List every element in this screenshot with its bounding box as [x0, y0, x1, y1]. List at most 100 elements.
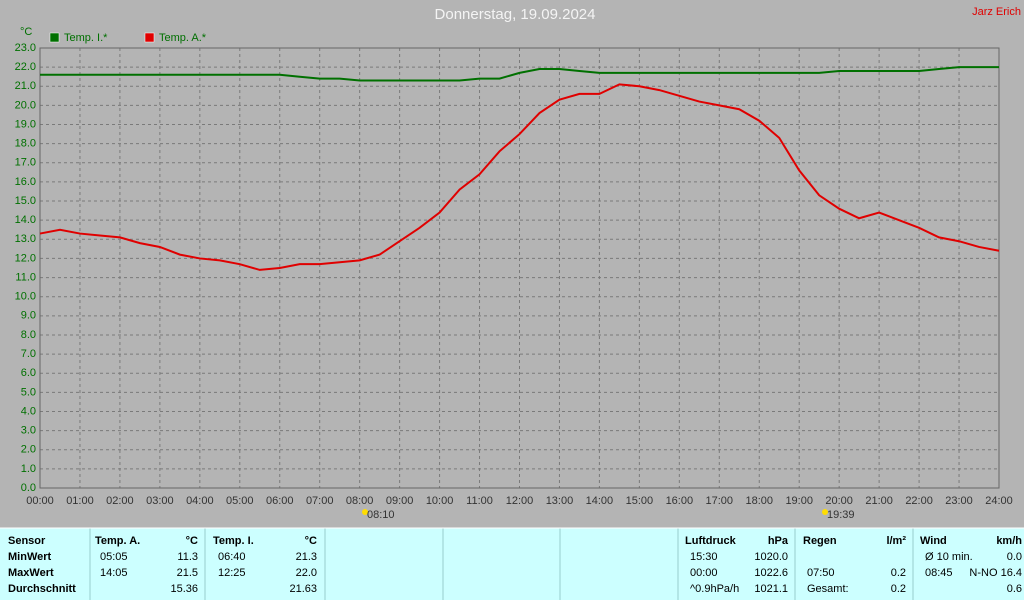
row-label: MaxWert — [8, 567, 54, 579]
y-tick-label: 21.0 — [15, 80, 36, 92]
table-unit: hPa — [768, 535, 789, 547]
table-unit: °C — [186, 535, 198, 547]
legend-swatch — [49, 32, 60, 43]
y-tick-label: 8.0 — [21, 329, 36, 341]
x-tick-label: 18:00 — [745, 495, 773, 507]
y-tick-label: 9.0 — [21, 310, 36, 322]
row-label: Durchschnitt — [8, 583, 76, 595]
y-tick-label: 3.0 — [21, 425, 36, 437]
x-tick-label: 17:00 — [706, 495, 734, 507]
cell-value: 21.3 — [296, 551, 317, 563]
y-tick-label: 22.0 — [15, 61, 36, 73]
x-tick-label: 23:00 — [945, 495, 973, 507]
cell-value: 1020.0 — [754, 551, 788, 563]
sun-icon — [822, 509, 828, 515]
y-tick-label: 0.0 — [21, 482, 36, 494]
y-tick-label: 5.0 — [21, 386, 36, 398]
x-tick-label: 01:00 — [66, 495, 94, 507]
cell-time: 15:30 — [690, 551, 718, 563]
x-tick-label: 11:00 — [466, 495, 493, 507]
cell-time: 12:25 — [218, 567, 246, 579]
cell-time: ^0.9hPa/h — [690, 583, 739, 595]
x-tick-label: 08:00 — [346, 495, 374, 507]
x-tick-label: 12:00 — [506, 495, 534, 507]
x-tick-label: 16:00 — [666, 495, 694, 507]
cell-time: 00:00 — [690, 567, 718, 579]
y-tick-label: 14.0 — [15, 214, 36, 226]
table-background — [0, 528, 1024, 600]
x-tick-label: 03:00 — [146, 495, 174, 507]
x-tick-label: 00:00 — [26, 495, 54, 507]
y-tick-label: 6.0 — [21, 367, 36, 379]
y-tick-label: 16.0 — [15, 176, 36, 188]
cell-time: 08:45 — [925, 567, 953, 579]
y-tick-label: 4.0 — [21, 405, 36, 417]
cell-time: 14:05 — [100, 567, 128, 579]
table-header: Temp. I. — [213, 535, 254, 547]
x-tick-label: 13:00 — [546, 495, 574, 507]
chart-title: Donnerstag, 19.09.2024 — [435, 6, 596, 23]
table-unit: l/m² — [886, 535, 906, 547]
cell-value: 22.0 — [296, 567, 317, 579]
y-tick-label: 19.0 — [15, 118, 36, 130]
sun-icon — [362, 509, 368, 515]
cell-value: 21.5 — [177, 567, 198, 579]
row-label: MinWert — [8, 551, 52, 563]
y-tick-label: 11.0 — [15, 271, 36, 283]
cell-time: 05:05 — [100, 551, 128, 563]
cell-time: 07:50 — [807, 567, 835, 579]
y-tick-label: 12.0 — [15, 252, 36, 264]
author: Jarz Erich — [972, 6, 1021, 18]
annotation: 19:39 — [827, 509, 855, 521]
x-tick-label: 14:00 — [586, 495, 614, 507]
y-tick-label: 18.0 — [15, 138, 36, 150]
y-tick-label: 10.0 — [15, 291, 36, 303]
x-tick-label: 20:00 — [825, 495, 853, 507]
table: Sensor Temp. A. °C Temp. I. °C Luftdruck hPa Re… — [0, 527, 1024, 600]
x-tick-label: 24:00 — [985, 495, 1013, 507]
x-tick-label: 10:00 — [426, 495, 454, 507]
y-tick-label: 13.0 — [15, 233, 36, 245]
y-tick-label: 1.0 — [21, 463, 36, 475]
cell-value: 0.2 — [891, 583, 906, 595]
x-tick-label: 07:00 — [306, 495, 334, 507]
x-tick-label: 04:00 — [186, 495, 214, 507]
line-series — [40, 66, 999, 82]
y-tick-label: 20.0 — [15, 99, 36, 111]
y-tick-label: 23.0 — [15, 42, 36, 54]
y-tick-label: 7.0 — [21, 348, 36, 360]
table-header: Wind — [920, 535, 947, 547]
table-header: Temp. A. — [95, 535, 140, 547]
cell-value: 11.3 — [177, 551, 198, 563]
x-tick-label: 06:00 — [266, 495, 294, 507]
cell-value: 0.0 — [1007, 551, 1022, 563]
table-header: Sensor — [8, 535, 46, 547]
legend-swatch — [144, 32, 155, 43]
table-unit: km/h — [996, 535, 1022, 547]
annotation: 08:10 — [367, 509, 395, 521]
table-header: Regen — [803, 535, 837, 547]
x-tick-label: 02:00 — [106, 495, 134, 507]
x-tick-label: 15:00 — [626, 495, 654, 507]
cell-value: N-NO 16.4 — [969, 567, 1022, 579]
chart-background — [0, 0, 1024, 528]
line-series — [39, 83, 1000, 271]
cell-time: 06:40 — [218, 551, 246, 563]
x-tick-label: 05:00 — [226, 495, 254, 507]
y-unit: °C — [20, 26, 32, 38]
cell-value: 0.2 — [891, 567, 906, 579]
x-tick-label: 21:00 — [865, 495, 893, 507]
table-header: Luftdruck — [685, 535, 737, 547]
cell-value: 1022.6 — [754, 567, 788, 579]
plot-frame — [39, 47, 1000, 489]
cell-value: 0.6 — [1007, 583, 1022, 595]
cell-value: 15.36 — [170, 583, 198, 595]
x-tick-label: 19:00 — [785, 495, 813, 507]
y-tick-label: 2.0 — [21, 444, 36, 456]
legend-label: Temp. I.* — [64, 32, 108, 44]
cell-value: 1021.1 — [754, 583, 788, 595]
cell-time: Gesamt: — [807, 583, 849, 595]
cell-value: 21.63 — [289, 583, 317, 595]
y-tick-label: 17.0 — [15, 157, 36, 169]
